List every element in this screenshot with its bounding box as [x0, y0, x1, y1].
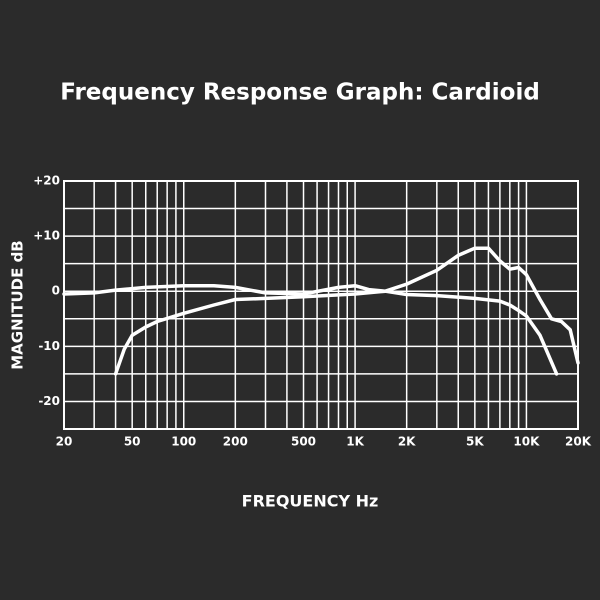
response-curve	[113, 289, 559, 376]
x-tick-label: 200	[223, 435, 248, 449]
x-tick-label: 100	[171, 435, 196, 449]
x-tick-label: 20	[56, 435, 73, 449]
response-curve	[62, 246, 580, 365]
y-tick-label: +20	[33, 174, 60, 188]
y-tick-label: 0	[52, 284, 60, 298]
x-tick-label: 20K	[565, 435, 592, 449]
x-axis-label: FREQUENCY Hz	[242, 492, 379, 511]
x-tick-label: 2K	[398, 435, 416, 449]
y-axis-label: MAGNITUDE dB	[9, 240, 27, 370]
x-tick-label: 10K	[513, 435, 540, 449]
y-tick-label: -20	[38, 394, 60, 408]
x-tick-label: 1K	[346, 435, 364, 449]
x-tick-label: 5K	[466, 435, 484, 449]
x-tick-label: 500	[291, 435, 316, 449]
x-tick-label: 50	[124, 435, 141, 449]
plot-frame	[63, 180, 579, 430]
chart-title: Frequency Response Graph: Cardioid	[60, 80, 540, 106]
y-tick-label: -10	[38, 339, 60, 353]
y-tick-label: +10	[33, 229, 60, 243]
